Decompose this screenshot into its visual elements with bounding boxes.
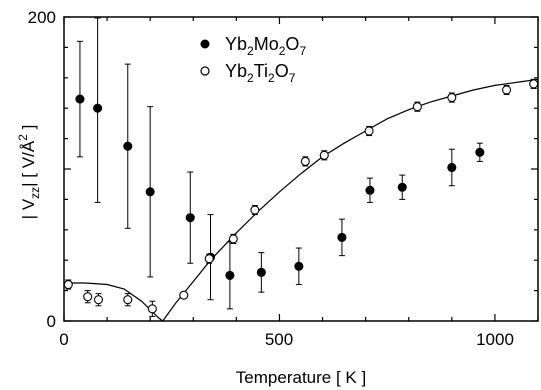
legend: Yb2Mo2O7 Yb2Ti2O7	[200, 34, 306, 85]
data-point-mo	[447, 162, 457, 173]
data-point-ti	[123, 295, 133, 305]
data-point-ti	[501, 85, 512, 95]
data-point-ti	[319, 150, 329, 160]
x-tick-label-500: 500	[265, 330, 293, 349]
data-point-mo	[256, 267, 266, 277]
data-point-mo	[365, 185, 375, 195]
y-axis-title-sub: zz	[28, 187, 42, 199]
data-point-ti	[300, 156, 310, 166]
y-tick-label-200: 200	[28, 8, 56, 27]
data-point-mo	[145, 187, 155, 197]
y-axis-title: | Vzz| [ V/Å2 ]	[16, 125, 42, 220]
plot-frame	[63, 16, 539, 322]
data-point-mo	[93, 103, 103, 113]
y-axis-title-sup: 2	[16, 134, 30, 141]
x-tick-label-1000: 1000	[476, 330, 514, 349]
data-point-ti	[147, 304, 157, 314]
data-point-ti	[529, 79, 539, 89]
data-point-mo	[397, 182, 407, 192]
data-point-mo	[337, 232, 347, 242]
y-axis-title-close: ]	[19, 125, 38, 134]
data-point-ti	[250, 205, 260, 215]
data-point-mo	[75, 94, 85, 104]
y-axis-title-main: | V	[19, 198, 38, 219]
y-tick-label-0: 0	[47, 312, 56, 331]
legend-marker-yb2ti2o7	[200, 66, 210, 76]
legend-marker-yb2mo2o7	[200, 39, 210, 49]
data-marks	[63, 17, 539, 317]
data-point-mo	[225, 270, 235, 280]
data-point-mo	[185, 213, 195, 223]
data-point-ti	[447, 93, 457, 103]
data-point-ti	[228, 234, 238, 244]
data-point-mo	[475, 147, 485, 157]
data-point-ti	[93, 295, 104, 305]
data-point-ti	[364, 126, 374, 136]
x-tick-label-0: 0	[59, 330, 68, 349]
axis-ticks	[63, 16, 539, 322]
data-point-ti	[63, 279, 73, 290]
data-point-ti	[179, 290, 189, 300]
legend-label-yb2ti2o7: Yb2Ti2O7	[225, 61, 296, 85]
data-point-mo	[294, 261, 304, 271]
y-axis-title-unit: | [ V/Å	[19, 140, 38, 187]
data-point-ti	[83, 292, 93, 302]
legend-label-yb2mo2o7: Yb2Mo2O7	[225, 34, 306, 58]
x-axis-title: Temperature [ K ]	[236, 368, 366, 387]
data-point-mo	[123, 141, 133, 151]
data-point-ti	[204, 254, 214, 264]
data-point-ti	[412, 102, 422, 112]
